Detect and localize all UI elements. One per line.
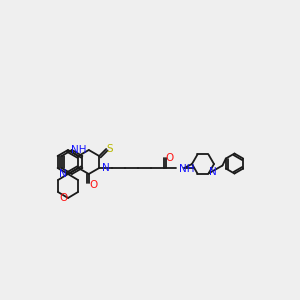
Text: S: S <box>107 144 113 154</box>
Text: O: O <box>59 193 67 203</box>
Text: NH: NH <box>71 145 87 155</box>
Text: O: O <box>165 153 173 163</box>
Text: NH: NH <box>179 164 195 174</box>
Text: N: N <box>102 163 110 173</box>
Text: N: N <box>208 167 216 176</box>
Text: O: O <box>90 180 98 190</box>
Text: N: N <box>59 169 67 179</box>
